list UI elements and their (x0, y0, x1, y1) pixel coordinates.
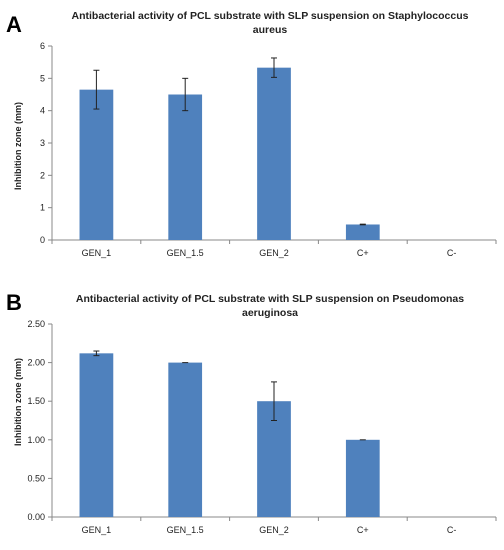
y-tick-label-a: 0 (40, 235, 45, 245)
x-tick-label-a: GEN_1.5 (167, 248, 204, 258)
x-tick-label-b: C- (447, 525, 457, 535)
bar-gen15-b (168, 362, 203, 517)
x-tick-label-a: GEN_1 (82, 248, 112, 258)
error-bar-b (271, 381, 277, 421)
error-bar-a (93, 69, 100, 110)
y-tick-label-a: 4 (40, 106, 45, 116)
y-tick-label-a: 2 (40, 170, 45, 180)
error-bar-a (182, 77, 189, 112)
y-tick-label-b: 2.00 (27, 358, 45, 368)
x-tick-label-a: C- (447, 248, 457, 258)
x-tick-label-a: GEN_2 (259, 248, 289, 258)
y-tick-label-a: 6 (40, 41, 45, 51)
plot-area-b: 0.00 0.50 1.00 1.50 2.00 2.50 GEN_1 GEN_1.5 GEN_… (27, 319, 497, 535)
panel-letter-a: A (6, 12, 22, 37)
bar-gen1-b (79, 353, 114, 517)
x-tick-label-b: GEN_1 (82, 525, 112, 535)
bar-gen1-a (79, 89, 114, 241)
y-tick-label-b: 1.50 (27, 396, 45, 406)
y-tick-label-b: 0.50 (27, 473, 45, 483)
chart-panel-b: B Antibacterial activity of PCL substrat… (0, 284, 504, 550)
x-tick-label-b: GEN_2 (259, 525, 289, 535)
chart-title-a: Antibacterial activity of PCL substrate … (71, 10, 469, 36)
x-tick-label-b: C+ (357, 525, 369, 535)
error-bar-a (271, 57, 277, 78)
y-tick-label-b: 2.50 (27, 319, 45, 329)
error-bar-a (359, 223, 366, 226)
panel-letter-b: B (6, 290, 22, 315)
chart-title-b: Antibacterial activity of PCL substrate … (75, 293, 465, 319)
x-tick-label-a: C+ (357, 248, 369, 258)
bar-gen2-a (257, 67, 291, 240)
y-tick-label-b: 1.00 (27, 435, 45, 445)
plot-area-a: 0 1 2 3 4 5 6 GEN_1 GEN_1.5 GEN_2 C+ C- (40, 41, 497, 258)
bar-gen15-a (168, 94, 203, 240)
y-tick-label-a: 1 (40, 203, 45, 213)
y-tick-label-a: 5 (40, 73, 45, 83)
bar-c-b (345, 439, 380, 517)
y-tick-label-a: 3 (40, 138, 45, 148)
chart-panel-a: A Antibacterial activity of PCL substrat… (6, 10, 497, 258)
y-tick-label-b: 0.00 (27, 512, 45, 522)
error-bar-b (93, 350, 100, 357)
x-tick-label-b: GEN_1.5 (167, 525, 204, 535)
bar-c-a (345, 224, 380, 240)
